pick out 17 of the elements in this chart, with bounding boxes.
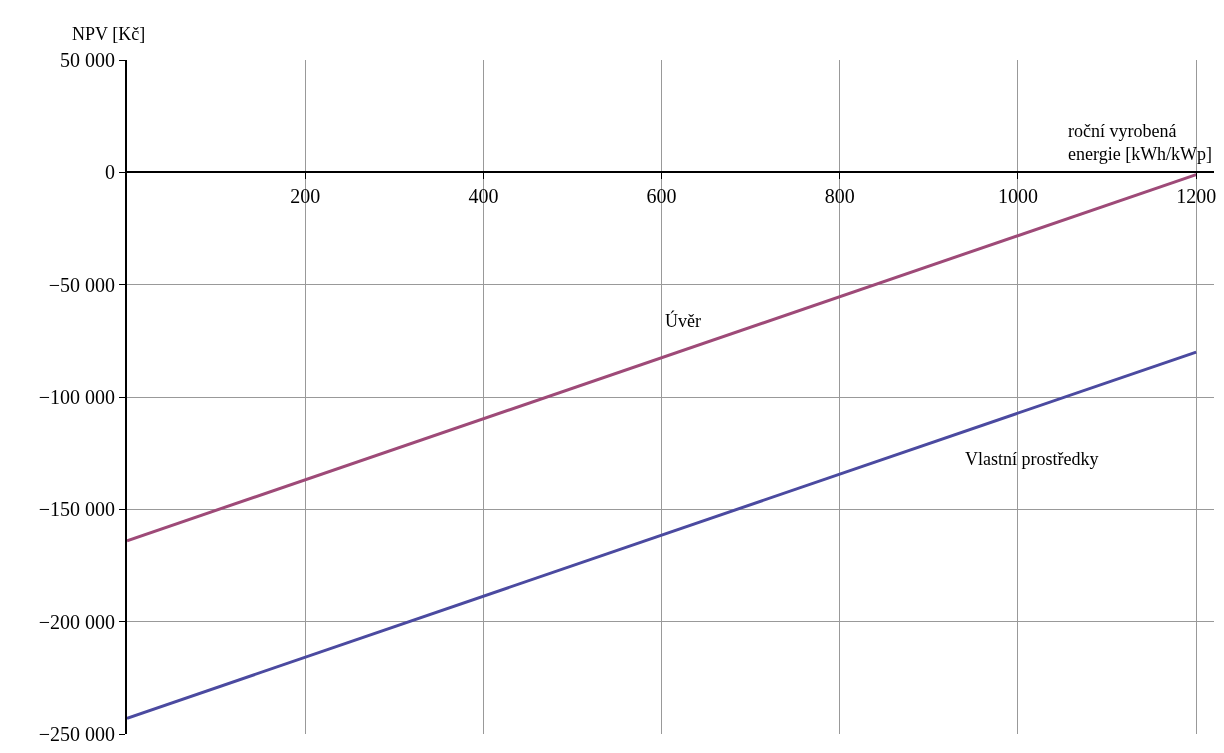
y-tick-label: 50 000 bbox=[60, 49, 115, 71]
y-tick-label: −200 000 bbox=[38, 610, 115, 633]
y-tick-label: −250 000 bbox=[38, 723, 115, 745]
series-label: Vlastní prostředky bbox=[965, 449, 1099, 469]
x-tick-label: 1200 bbox=[1176, 185, 1217, 208]
y-tick-label: −150 000 bbox=[38, 498, 115, 521]
x-tick-label: 800 bbox=[824, 185, 855, 208]
y-tick-label: 0 bbox=[105, 161, 115, 184]
x-tick-label: 400 bbox=[468, 185, 499, 208]
x-tick-label: 600 bbox=[646, 185, 677, 208]
x-tick-label: 1000 bbox=[997, 185, 1038, 208]
y-axis-title: NPV [Kč] bbox=[72, 24, 146, 44]
x-tick-label: 200 bbox=[290, 185, 321, 208]
series-label: Úvěr bbox=[665, 310, 701, 331]
x-axis-title: roční vyrobená energie [kWh/kWp] bbox=[1068, 121, 1213, 165]
y-tick-label: −100 000 bbox=[38, 386, 115, 408]
y-tick-label: −50 000 bbox=[48, 273, 115, 296]
